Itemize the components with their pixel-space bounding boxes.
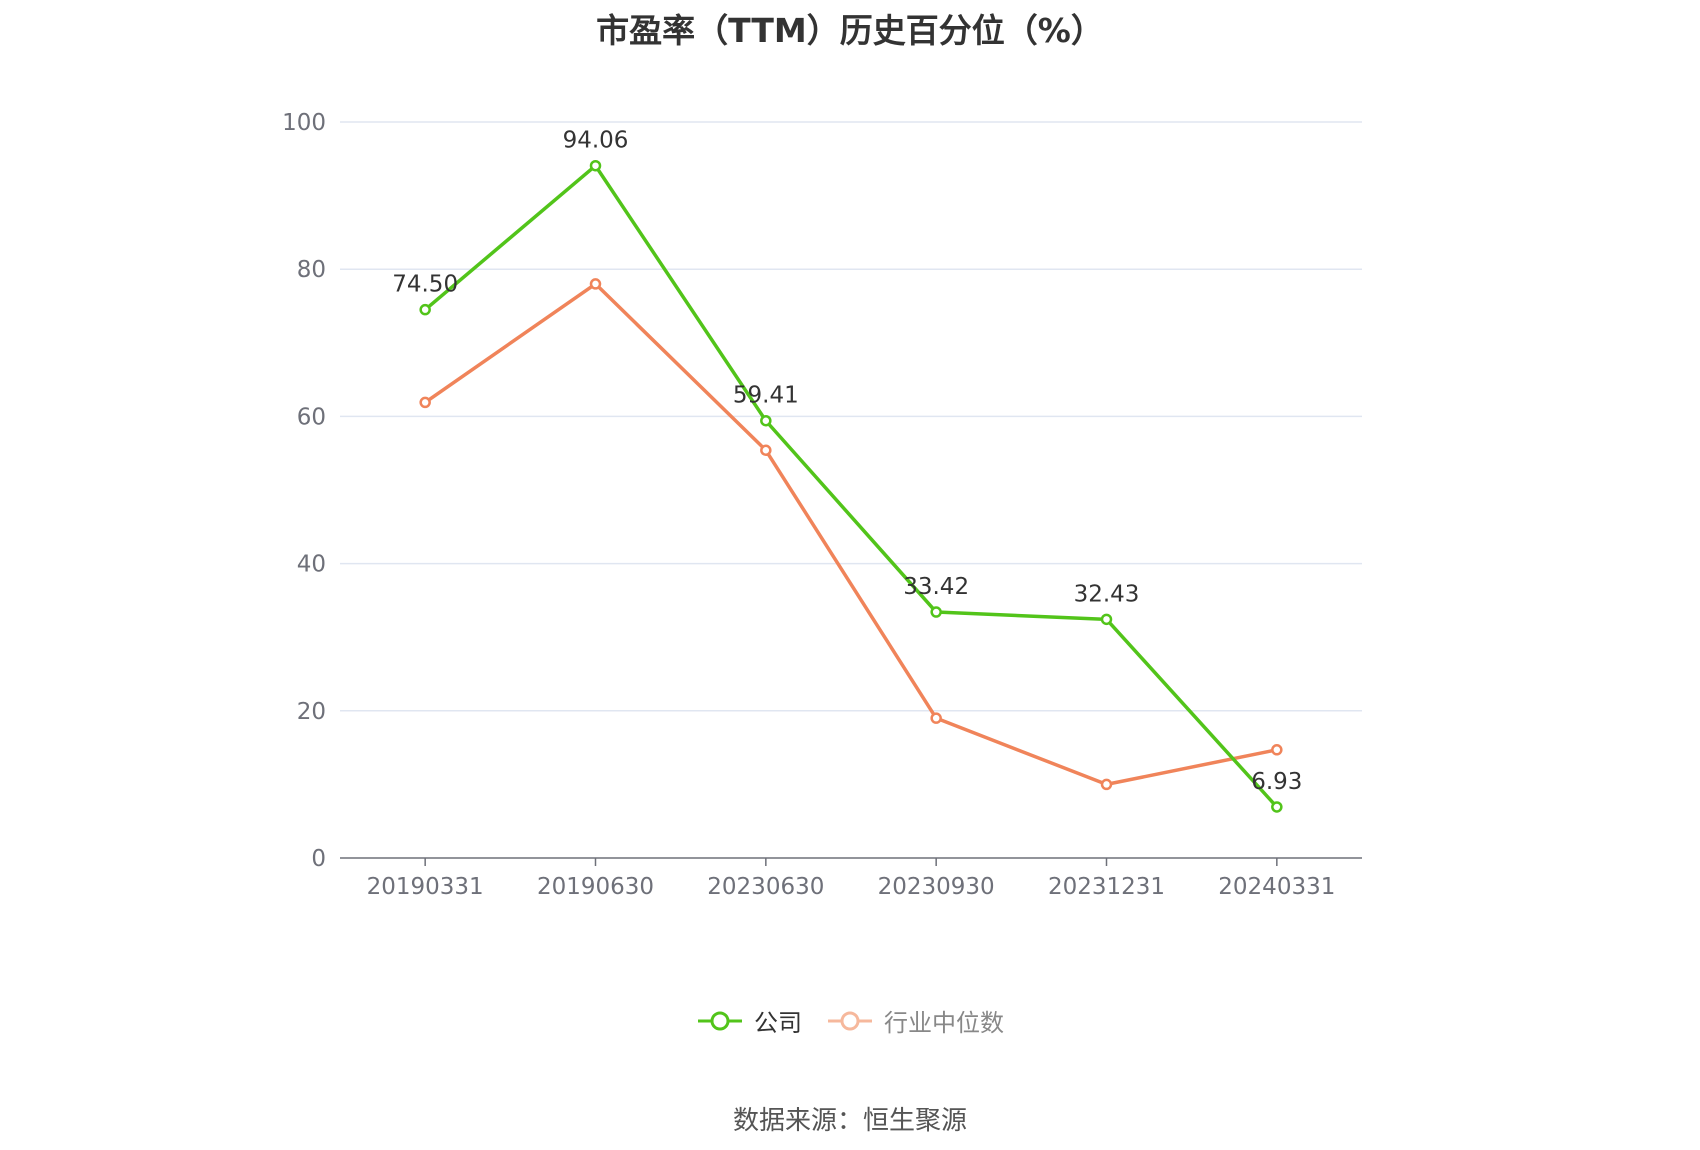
x-tick-label: 20231231 [1048,874,1165,900]
data-label: 94.06 [563,128,629,154]
data-label: 33.42 [903,574,969,600]
data-point-company [589,159,602,172]
grid-lines [340,121,1362,712]
x-tick-label: 20230630 [707,874,824,900]
y-tick-label: 100 [282,110,326,136]
y-tick-label: 60 [297,404,326,430]
data-point-industry-median [419,396,431,409]
legend-item-industry-median[interactable]: 行业中位数 [826,1003,1004,1038]
data-point-industry-median [930,712,942,724]
data-point-company [1100,613,1113,626]
data-point-company [1271,801,1283,813]
y-tick-label: 40 [297,552,326,578]
legend-industry-label: 行业中位数 [884,1009,1004,1037]
data-label: 6.93 [1251,769,1302,795]
data-point-company [930,606,942,618]
data-point-industry-median [1271,744,1283,756]
x-tick-label: 20190630 [537,874,654,900]
legend-industry-marker-icon [828,1011,872,1030]
legend-item-company[interactable]: 公司 [696,1003,802,1038]
y-axis: 0 20 40 60 80 100 [282,110,326,872]
x-tick-label: 20230930 [878,874,995,900]
y-tick-label: 80 [297,257,326,283]
x-tick-label: 20240331 [1218,874,1335,900]
data-label: 32.43 [1074,581,1140,607]
chart-title: 市盈率（TTM）历史百分位（%） [596,11,1104,50]
series-layer: 74.50 94.06 59.41 33.42 32.43 6.93 [392,128,1302,813]
data-source: 数据来源：恒生聚源 [732,1106,967,1136]
legend-company-label: 公司 [754,1009,802,1037]
data-label: 74.50 [392,272,458,298]
data-point-company [760,414,772,427]
data-point-industry-median [589,278,602,290]
legend-company-marker-icon [698,1011,742,1030]
data-point-industry-median [760,444,772,457]
y-tick-label: 20 [297,699,326,725]
data-point-company [419,303,431,316]
data-point-industry-median [1100,778,1113,791]
x-axis: 20190331 20190630 20230630 20230930 20231231… [340,857,1362,900]
legend: 公司 行业中位数 [0,1003,1700,1038]
y-tick-label: 0 [311,846,326,872]
series-line-industry-median [424,282,1278,787]
x-tick-label: 20190331 [367,874,484,900]
data-label: 59.41 [733,383,799,409]
series-line-company [424,163,1279,809]
